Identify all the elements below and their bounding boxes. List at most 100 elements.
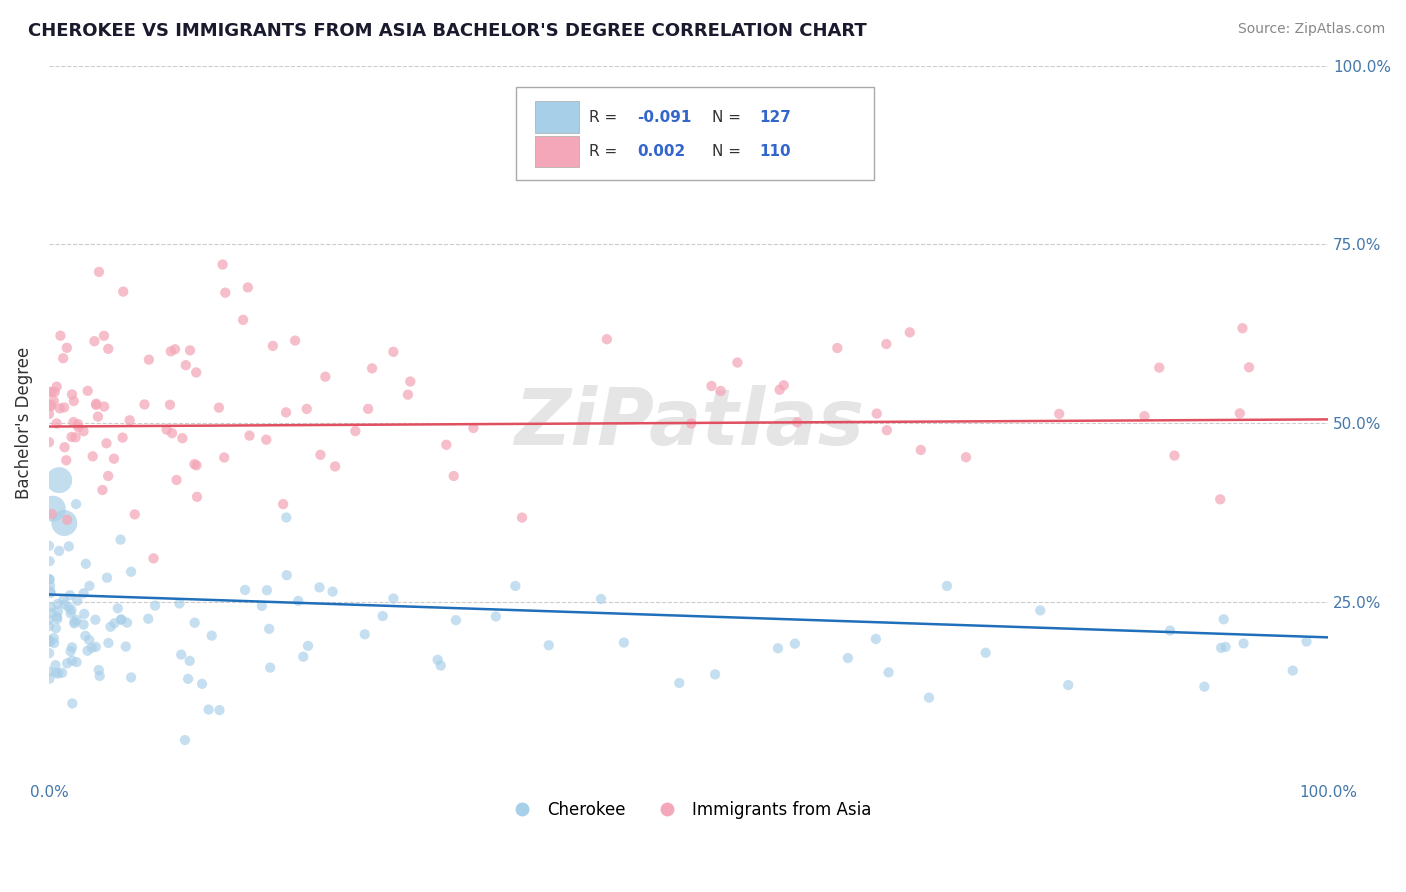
Point [45, 665, 67, 680]
Point [257, 622, 280, 636]
Point [124, 508, 146, 522]
Point [49, 328, 72, 343]
Point [44, 384, 66, 399]
Point [84, 613, 107, 627]
Point [766, 641, 789, 656]
Point [44, 658, 66, 673]
Point [974, 646, 997, 660]
Point [39, 578, 62, 592]
Point [97, 636, 120, 650]
Point [39, 584, 62, 599]
Point [42, 393, 65, 408]
Point [1229, 406, 1251, 420]
Point [55, 453, 77, 467]
Point [65, 497, 87, 511]
Point [357, 401, 380, 416]
Point [211, 258, 233, 272]
Text: 110: 110 [759, 144, 790, 159]
Point [254, 433, 277, 447]
Point [87, 409, 110, 424]
Point [1029, 603, 1052, 617]
Point [87, 265, 110, 279]
Point [46, 597, 69, 611]
Point [38, 572, 60, 586]
Point [143, 599, 166, 613]
Point [72, 617, 94, 632]
Point [233, 582, 256, 597]
Point [876, 423, 898, 437]
Point [120, 565, 142, 579]
Point [371, 609, 394, 624]
Point [96, 571, 118, 585]
Point [1133, 409, 1156, 424]
Text: ZiPatlas: ZiPatlas [513, 385, 863, 461]
Point [166, 473, 188, 487]
Point [82, 450, 104, 464]
Point [45, 609, 67, 624]
Point [159, 344, 181, 359]
Point [53, 597, 76, 611]
Point [174, 358, 197, 372]
Point [935, 579, 957, 593]
Point [1215, 640, 1237, 654]
Point [48, 544, 70, 558]
Point [434, 438, 457, 452]
Point [589, 592, 612, 607]
Point [396, 387, 419, 401]
Point [232, 313, 254, 327]
Point [76, 384, 98, 398]
Point [537, 638, 560, 652]
Point [38, 407, 60, 421]
Point [67, 420, 90, 434]
Point [361, 361, 384, 376]
Point [274, 405, 297, 419]
Point [41, 507, 63, 521]
Text: CHEROKEE VS IMMIGRANTS FROM ASIA BACHELOR'S DEGREE CORRELATION CHART: CHEROKEE VS IMMIGRANTS FROM ASIA BACHELO… [28, 22, 868, 40]
Point [59, 607, 82, 621]
Text: N =: N = [711, 110, 745, 125]
Point [271, 497, 294, 511]
Text: N =: N = [711, 144, 745, 159]
Point [160, 426, 183, 441]
Y-axis label: Bachelor's Degree: Bachelor's Degree [15, 347, 32, 500]
Point [156, 423, 179, 437]
Point [668, 676, 690, 690]
Point [84, 397, 107, 411]
Point [38, 554, 60, 568]
Point [63, 616, 86, 631]
Point [39, 586, 62, 600]
Point [186, 458, 208, 473]
Point [837, 651, 859, 665]
Point [52, 351, 75, 366]
Point [83, 334, 105, 349]
Point [60, 387, 83, 401]
FancyBboxPatch shape [516, 87, 875, 180]
Point [45, 621, 67, 635]
Point [1232, 321, 1254, 335]
Point [56, 513, 79, 527]
Point [875, 337, 897, 351]
Point [93, 328, 115, 343]
Point [107, 601, 129, 615]
Point [201, 629, 224, 643]
Point [292, 649, 315, 664]
Point [110, 533, 132, 547]
Point [1149, 360, 1171, 375]
Point [250, 599, 273, 613]
Point [704, 667, 727, 681]
Point [41, 606, 63, 620]
Point [910, 442, 932, 457]
Point [91, 483, 114, 497]
Point [66, 593, 89, 607]
Point [52, 592, 75, 607]
Point [38, 539, 60, 553]
Point [56, 341, 79, 355]
Point [96, 436, 118, 450]
Point [38, 646, 60, 660]
Point [295, 401, 318, 416]
Point [772, 378, 794, 392]
Point [186, 366, 208, 380]
Point [725, 355, 748, 369]
Point [84, 640, 107, 654]
Point [84, 398, 107, 412]
